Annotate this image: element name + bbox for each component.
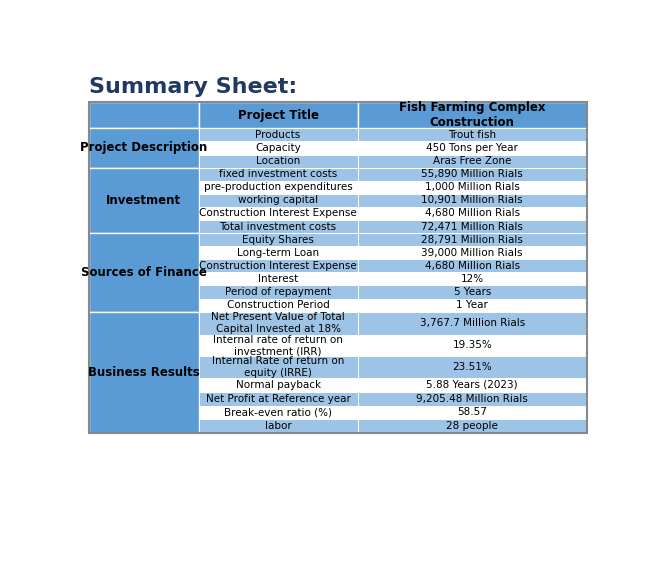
Text: Fish Farming Complex
Construction: Fish Farming Complex Construction: [399, 101, 546, 129]
Text: Break-even ratio (%): Break-even ratio (%): [224, 407, 332, 418]
FancyBboxPatch shape: [357, 207, 587, 220]
FancyBboxPatch shape: [198, 312, 357, 335]
FancyBboxPatch shape: [357, 194, 587, 207]
FancyBboxPatch shape: [357, 419, 587, 433]
Text: Trout fish: Trout fish: [448, 130, 496, 140]
Text: 28,791 Million Rials: 28,791 Million Rials: [421, 234, 523, 245]
Text: labor: labor: [265, 421, 291, 431]
Text: Location: Location: [256, 156, 301, 166]
FancyBboxPatch shape: [357, 168, 587, 181]
FancyBboxPatch shape: [198, 286, 357, 299]
FancyBboxPatch shape: [88, 312, 198, 433]
Text: Investment: Investment: [106, 194, 181, 207]
Text: Period of repayment: Period of repayment: [225, 287, 331, 297]
FancyBboxPatch shape: [198, 356, 357, 378]
FancyBboxPatch shape: [198, 335, 357, 356]
FancyBboxPatch shape: [357, 142, 587, 155]
FancyBboxPatch shape: [357, 259, 587, 273]
FancyBboxPatch shape: [198, 220, 357, 233]
FancyBboxPatch shape: [357, 233, 587, 246]
Text: 72,471 Million Rials: 72,471 Million Rials: [421, 221, 523, 232]
FancyBboxPatch shape: [357, 246, 587, 259]
Text: 4,680 Million Rials: 4,680 Million Rials: [424, 208, 520, 218]
FancyBboxPatch shape: [357, 273, 587, 286]
FancyBboxPatch shape: [198, 181, 357, 194]
FancyBboxPatch shape: [198, 194, 357, 207]
Text: 1,000 Million Rials: 1,000 Million Rials: [425, 182, 520, 192]
Text: Long-term Loan: Long-term Loan: [237, 248, 319, 258]
Text: Internal Rate of return on
equity (IRRE): Internal Rate of return on equity (IRRE): [212, 356, 344, 378]
Text: Sources of Finance: Sources of Finance: [80, 266, 206, 279]
FancyBboxPatch shape: [198, 419, 357, 433]
FancyBboxPatch shape: [198, 129, 357, 142]
Text: Products: Products: [256, 130, 301, 140]
FancyBboxPatch shape: [357, 286, 587, 299]
Text: 28 people: 28 people: [446, 421, 498, 431]
FancyBboxPatch shape: [198, 246, 357, 259]
Text: 10,901 Million Rials: 10,901 Million Rials: [421, 195, 523, 205]
FancyBboxPatch shape: [357, 312, 587, 335]
Text: 23.51%: 23.51%: [452, 362, 492, 372]
FancyBboxPatch shape: [198, 391, 357, 406]
Text: 12%: 12%: [461, 274, 484, 284]
Text: Summary Sheet:: Summary Sheet:: [88, 77, 297, 97]
FancyBboxPatch shape: [357, 181, 587, 194]
FancyBboxPatch shape: [198, 273, 357, 286]
FancyBboxPatch shape: [198, 155, 357, 168]
FancyBboxPatch shape: [198, 299, 357, 312]
Text: Net Present Value of Total
Capital Invested at 18%: Net Present Value of Total Capital Inves…: [211, 312, 345, 334]
Text: 5.88 Years (2023): 5.88 Years (2023): [426, 380, 518, 390]
Text: Normal payback: Normal payback: [235, 380, 321, 390]
Text: Internal rate of return on
investment (IRR): Internal rate of return on investment (I…: [213, 335, 343, 356]
Text: 450 Tons per Year: 450 Tons per Year: [426, 143, 518, 153]
FancyBboxPatch shape: [198, 102, 357, 129]
Text: Aras Free Zone: Aras Free Zone: [433, 156, 511, 166]
Text: 1 Year: 1 Year: [456, 300, 488, 310]
Text: 5 Years: 5 Years: [453, 287, 491, 297]
FancyBboxPatch shape: [357, 155, 587, 168]
FancyBboxPatch shape: [88, 168, 198, 233]
FancyBboxPatch shape: [357, 406, 587, 419]
FancyBboxPatch shape: [198, 259, 357, 273]
Text: fixed investment costs: fixed investment costs: [219, 169, 337, 179]
FancyBboxPatch shape: [88, 233, 198, 312]
Text: Construction Interest Expense: Construction Interest Expense: [199, 261, 357, 271]
FancyBboxPatch shape: [357, 391, 587, 406]
Text: 9,205.48 Million Rials: 9,205.48 Million Rials: [416, 394, 528, 403]
FancyBboxPatch shape: [357, 356, 587, 378]
Text: Construction Interest Expense: Construction Interest Expense: [199, 208, 357, 218]
FancyBboxPatch shape: [357, 102, 587, 129]
Text: working capital: working capital: [238, 195, 318, 205]
Text: 4,680 Million Rials: 4,680 Million Rials: [424, 261, 520, 271]
FancyBboxPatch shape: [357, 220, 587, 233]
FancyBboxPatch shape: [357, 335, 587, 356]
Text: 19.35%: 19.35%: [452, 340, 492, 351]
FancyBboxPatch shape: [357, 299, 587, 312]
Text: Construction Period: Construction Period: [227, 300, 330, 310]
FancyBboxPatch shape: [198, 168, 357, 181]
FancyBboxPatch shape: [198, 142, 357, 155]
Text: Business Results: Business Results: [88, 366, 200, 379]
Text: 39,000 Million Rials: 39,000 Million Rials: [422, 248, 523, 258]
FancyBboxPatch shape: [198, 378, 357, 391]
Text: 3,767.7 Million Rials: 3,767.7 Million Rials: [420, 318, 525, 328]
Text: Net Profit at Reference year: Net Profit at Reference year: [206, 394, 351, 403]
FancyBboxPatch shape: [198, 207, 357, 220]
FancyBboxPatch shape: [357, 129, 587, 142]
Text: Project Title: Project Title: [237, 109, 318, 122]
Text: Project Description: Project Description: [80, 142, 207, 154]
Text: Capacity: Capacity: [255, 143, 301, 153]
Text: 55,890 Million Rials: 55,890 Million Rials: [421, 169, 523, 179]
FancyBboxPatch shape: [198, 406, 357, 419]
FancyBboxPatch shape: [88, 102, 198, 129]
Text: Interest: Interest: [258, 274, 298, 284]
Text: Total investment costs: Total investment costs: [219, 221, 337, 232]
FancyBboxPatch shape: [198, 233, 357, 246]
Text: Equity Shares: Equity Shares: [242, 234, 314, 245]
FancyBboxPatch shape: [88, 129, 198, 168]
Text: 58.57: 58.57: [457, 407, 487, 418]
Text: pre-production expenditures: pre-production expenditures: [204, 182, 353, 192]
FancyBboxPatch shape: [357, 378, 587, 391]
